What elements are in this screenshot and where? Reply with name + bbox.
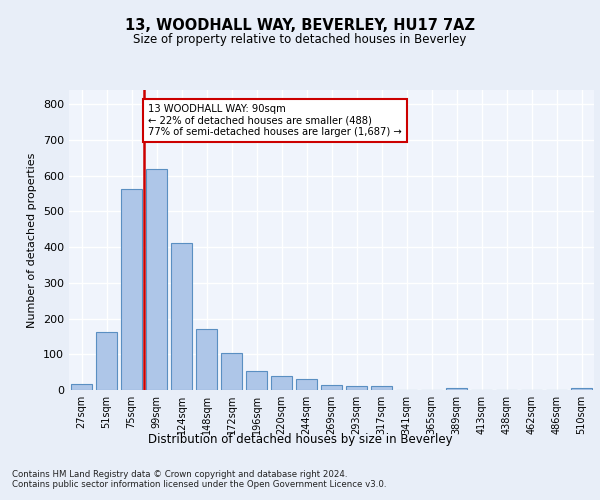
- Bar: [171, 242, 192, 390]
- Bar: [196, 328, 217, 390]
- Bar: [371, 386, 392, 390]
- Bar: [146, 168, 167, 390]
- Bar: [221, 353, 242, 390]
- Bar: [296, 380, 317, 390]
- Bar: [321, 386, 342, 390]
- Bar: [271, 376, 292, 390]
- Text: Distribution of detached houses by size in Beverley: Distribution of detached houses by size …: [148, 432, 452, 446]
- Bar: [71, 384, 92, 390]
- Text: 13 WOODHALL WAY: 90sqm
← 22% of detached houses are smaller (488)
77% of semi-de: 13 WOODHALL WAY: 90sqm ← 22% of detached…: [148, 104, 401, 138]
- Bar: [346, 386, 367, 390]
- Bar: [121, 189, 142, 390]
- Text: 13, WOODHALL WAY, BEVERLEY, HU17 7AZ: 13, WOODHALL WAY, BEVERLEY, HU17 7AZ: [125, 18, 475, 32]
- Text: Contains HM Land Registry data © Crown copyright and database right 2024.
Contai: Contains HM Land Registry data © Crown c…: [12, 470, 386, 490]
- Text: Size of property relative to detached houses in Beverley: Size of property relative to detached ho…: [133, 32, 467, 46]
- Bar: [246, 372, 267, 390]
- Y-axis label: Number of detached properties: Number of detached properties: [28, 152, 37, 328]
- Bar: [571, 388, 592, 390]
- Bar: [446, 388, 467, 390]
- Bar: [96, 332, 117, 390]
